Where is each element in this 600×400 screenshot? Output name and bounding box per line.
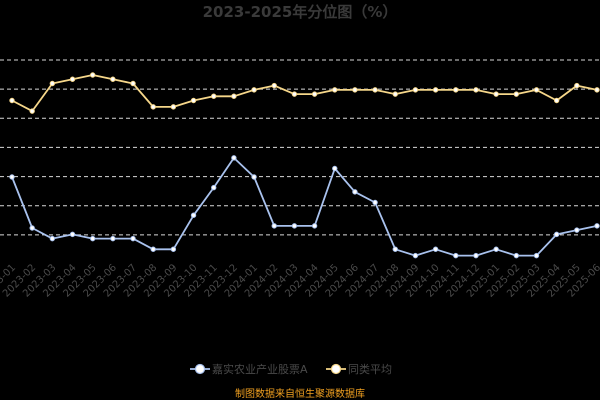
- series-0-point: [553, 231, 560, 238]
- series-0-point: [352, 189, 358, 195]
- series-1-point: [89, 72, 96, 78]
- series-lines: [11, 74, 598, 257]
- series-1-point: [170, 104, 177, 110]
- series-line-1: [11, 74, 598, 112]
- series-0-point: [110, 235, 116, 242]
- series-1-point: [594, 87, 600, 93]
- chart-title: 2023-2025年分位图（%）: [203, 3, 398, 21]
- series-points: [9, 72, 600, 259]
- series-1-point: [130, 80, 136, 87]
- source-note: 制图数据来自恒生聚源数据库: [235, 387, 365, 400]
- series-0-point: [190, 212, 197, 218]
- series-1-point: [453, 87, 459, 93]
- series-0-point: [29, 225, 35, 231]
- series-0-point: [412, 252, 419, 259]
- x-axis-tick-labels: 2023-012023-022023-032023-042023-052023-…: [0, 262, 600, 299]
- series-1-point: [513, 91, 520, 97]
- series-0-point: [513, 252, 520, 259]
- legend-swatch-marker: [330, 363, 342, 375]
- series-0-point: [493, 246, 499, 252]
- series-1-point: [110, 76, 116, 82]
- series-1-point: [392, 91, 398, 97]
- series-1-point: [251, 87, 257, 93]
- legend-label: 嘉实农业产业股票A: [212, 362, 308, 376]
- series-0-point: [372, 199, 378, 206]
- series-1-point: [332, 87, 338, 93]
- series-0-point: [170, 246, 177, 252]
- series-line-0: [11, 157, 598, 257]
- series-0-point: [251, 174, 257, 180]
- series-1-point: [352, 87, 358, 93]
- series-1-point: [291, 91, 298, 97]
- series-1-point: [211, 93, 217, 99]
- series-0-point: [271, 223, 277, 229]
- series-1-point: [432, 87, 439, 93]
- series-0-point: [432, 246, 439, 252]
- legend-label: 同类平均: [348, 362, 392, 376]
- series-1-point: [190, 97, 197, 104]
- series-1-point: [231, 93, 237, 99]
- series-0-point: [594, 223, 600, 229]
- series-1-point: [271, 82, 277, 89]
- series-1-point: [533, 87, 540, 93]
- series-1-point: [150, 104, 156, 110]
- series-1-point: [372, 87, 378, 93]
- series-0-point: [392, 246, 398, 252]
- series-0-point: [211, 184, 217, 191]
- grid-lines: [0, 59, 600, 236]
- series-1-point: [412, 87, 419, 93]
- series-0-point: [291, 223, 298, 229]
- series-1-point: [553, 97, 560, 104]
- series-1-point: [49, 80, 56, 87]
- series-0-point: [453, 252, 459, 259]
- series-1-point: [311, 91, 318, 97]
- series-1-point: [69, 76, 76, 82]
- series-1-point: [29, 108, 35, 114]
- series-1-point: [493, 91, 499, 97]
- series-0-point: [332, 165, 338, 172]
- series-1-point: [9, 97, 15, 104]
- series-0-point: [9, 174, 15, 180]
- series-0-point: [69, 231, 76, 238]
- series-0-point: [311, 223, 318, 229]
- series-0-point: [473, 252, 479, 259]
- legend-swatch-marker: [194, 363, 206, 375]
- series-0-point: [130, 235, 136, 242]
- series-0-point: [89, 235, 96, 242]
- series-0-point: [49, 235, 56, 242]
- legend: 嘉实农业产业股票A 同类平均: [190, 362, 392, 376]
- series-1-point: [473, 87, 479, 93]
- series-0-point: [533, 252, 540, 259]
- series-0-point: [574, 227, 580, 233]
- series-0-point: [231, 155, 237, 161]
- series-0-point: [150, 246, 156, 252]
- series-1-point: [574, 82, 580, 89]
